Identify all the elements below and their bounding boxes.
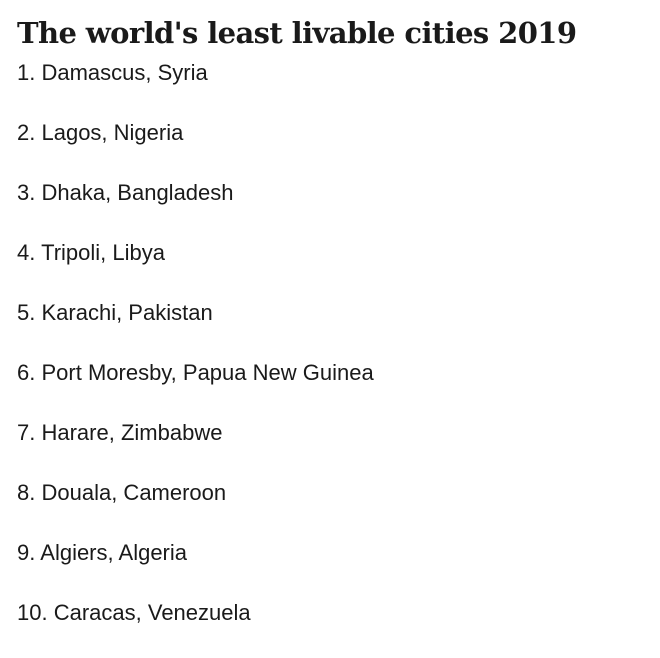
- city-name: Lagos, Nigeria: [41, 120, 184, 145]
- city-name: Caracas, Venezuela: [53, 600, 251, 625]
- rank-number: 9.: [17, 540, 36, 565]
- list-item: 4. Tripoli, Libya: [17, 238, 374, 298]
- city-name: Algiers, Algeria: [40, 540, 188, 565]
- rank-number: 10.: [17, 600, 48, 625]
- list-item: 2. Lagos, Nigeria: [17, 118, 374, 178]
- city-name: Dhaka, Bangladesh: [41, 180, 234, 205]
- rank-number: 6.: [17, 360, 36, 385]
- city-name: Damascus, Syria: [41, 60, 208, 85]
- list-item: 10. Caracas, Venezuela: [17, 598, 374, 658]
- city-name: Douala, Cameroon: [41, 480, 227, 505]
- rank-number: 3.: [17, 180, 36, 205]
- list-item: 6. Port Moresby, Papua New Guinea: [17, 358, 374, 418]
- list-item: 3. Dhaka, Bangladesh: [17, 178, 374, 238]
- list-item: 9. Algiers, Algeria: [17, 538, 374, 598]
- rank-number: 2.: [17, 120, 36, 145]
- article-graphic: The world's least livable cities 2019 1.…: [17, 16, 577, 625]
- list-item: 8. Douala, Cameroon: [17, 478, 374, 538]
- city-name: Port Moresby, Papua New Guinea: [41, 360, 374, 385]
- city-name: Harare, Zimbabwe: [41, 420, 223, 445]
- rank-number: 5.: [17, 300, 36, 325]
- list-item: 5. Karachi, Pakistan: [17, 298, 374, 358]
- page-title: The world's least livable cities 2019: [17, 16, 577, 50]
- city-name: Karachi, Pakistan: [41, 300, 213, 325]
- city-ranking-list: 1. Damascus, Syria 2. Lagos, Nigeria 3. …: [17, 58, 374, 658]
- rank-number: 7.: [17, 420, 36, 445]
- list-item: 7. Harare, Zimbabwe: [17, 418, 374, 478]
- city-name: Tripoli, Libya: [41, 240, 165, 265]
- rank-number: 1.: [17, 60, 36, 85]
- rank-number: 4.: [17, 240, 36, 265]
- rank-number: 8.: [17, 480, 36, 505]
- list-item: 1. Damascus, Syria: [17, 58, 374, 118]
